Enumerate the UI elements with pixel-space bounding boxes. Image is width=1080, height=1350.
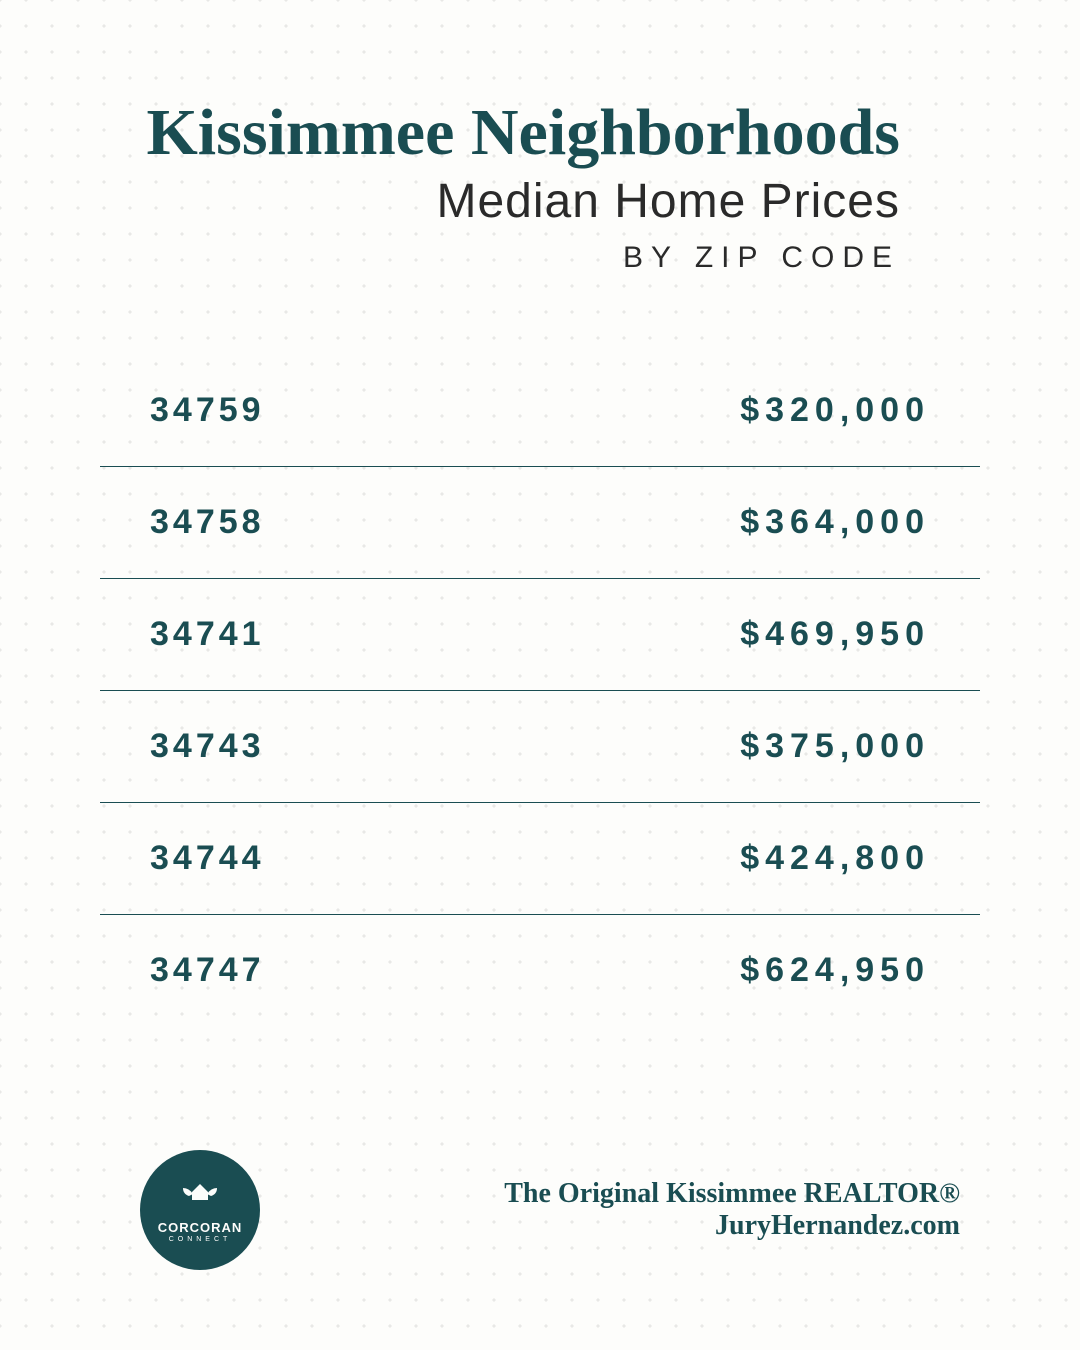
median-price: $624,950 (740, 951, 930, 990)
price-table: 34759 $320,000 34758 $364,000 34741 $469… (80, 355, 1000, 1150)
leaf-house-icon (179, 1178, 221, 1216)
footer: CORCORAN CONNECT The Original Kissimmee … (80, 1150, 1000, 1300)
zip-code: 34744 (150, 839, 265, 878)
zip-code: 34741 (150, 615, 265, 654)
median-price: $424,800 (740, 839, 930, 878)
median-price: $320,000 (740, 391, 930, 430)
zip-code: 34747 (150, 951, 265, 990)
website-url: JuryHernandez.com (504, 1210, 960, 1242)
footer-text: The Original Kissimmee REALTOR® JuryHern… (504, 1178, 960, 1242)
brand-logo: CORCORAN CONNECT (140, 1150, 260, 1270)
table-row: 34759 $320,000 (100, 355, 980, 467)
table-row: 34758 $364,000 (100, 467, 980, 579)
header: Kissimmee Neighborhoods Median Home Pric… (80, 100, 1000, 275)
page-subtitle: Median Home Prices (80, 174, 900, 229)
zip-code: 34759 (150, 391, 265, 430)
table-row: 34744 $424,800 (100, 803, 980, 915)
median-price: $469,950 (740, 615, 930, 654)
page-byline: BY ZIP CODE (80, 241, 900, 275)
zip-code: 34758 (150, 503, 265, 542)
logo-text: CORCORAN (158, 1220, 243, 1235)
tagline: The Original Kissimmee REALTOR® (504, 1178, 960, 1210)
page-title: Kissimmee Neighborhoods (80, 100, 900, 166)
logo-subtext: CONNECT (169, 1236, 232, 1243)
infographic-container: Kissimmee Neighborhoods Median Home Pric… (0, 0, 1080, 1350)
median-price: $364,000 (740, 503, 930, 542)
zip-code: 34743 (150, 727, 265, 766)
median-price: $375,000 (740, 727, 930, 766)
table-row: 34741 $469,950 (100, 579, 980, 691)
table-row: 34747 $624,950 (100, 915, 980, 1026)
table-row: 34743 $375,000 (100, 691, 980, 803)
